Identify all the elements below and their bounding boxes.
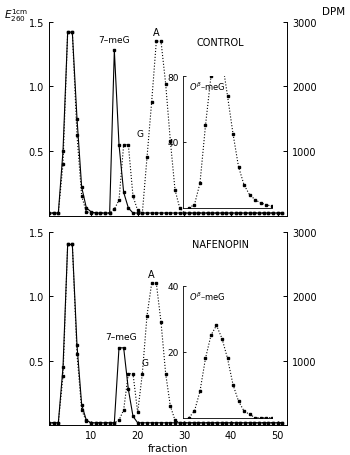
Text: CONTROL: CONTROL: [197, 38, 244, 48]
Text: 7–meG: 7–meG: [105, 333, 137, 342]
Text: G: G: [136, 130, 144, 139]
Text: $E^{1\rm{cm}}_{260}$: $E^{1\rm{cm}}_{260}$: [4, 7, 28, 24]
Text: A: A: [148, 270, 155, 280]
Text: 7–meG: 7–meG: [98, 35, 130, 45]
Text: DPM: DPM: [322, 7, 345, 17]
Text: NAFENOPIN: NAFENOPIN: [192, 240, 249, 250]
Text: G: G: [141, 359, 148, 368]
Text: A: A: [153, 28, 160, 38]
X-axis label: fraction: fraction: [148, 443, 188, 453]
